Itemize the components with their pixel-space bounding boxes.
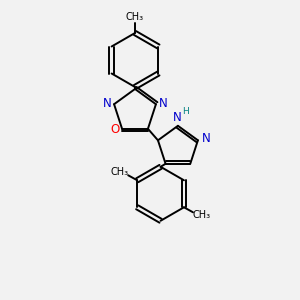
Text: N: N <box>172 111 181 124</box>
Text: CH₃: CH₃ <box>193 210 211 220</box>
Text: CH₃: CH₃ <box>110 167 128 177</box>
Text: N: N <box>103 97 112 110</box>
Text: H: H <box>183 107 189 116</box>
Text: CH₃: CH₃ <box>126 12 144 22</box>
Text: N: N <box>202 132 210 145</box>
Text: N: N <box>158 97 167 110</box>
Text: O: O <box>110 123 120 136</box>
